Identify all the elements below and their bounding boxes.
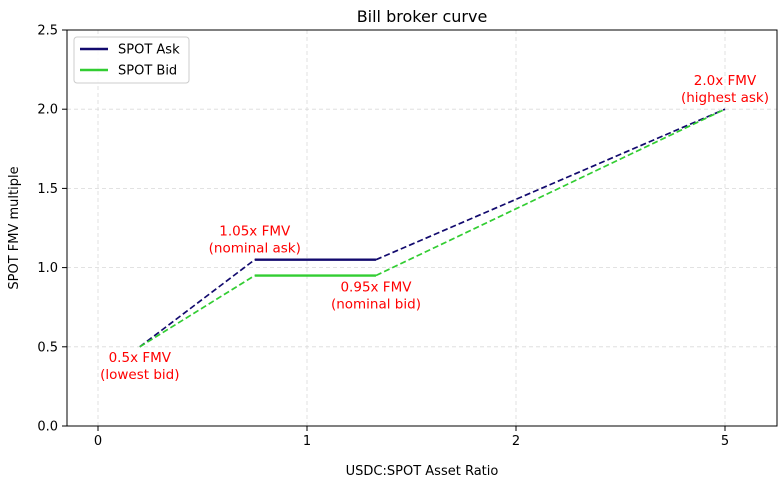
y-tick-label: 1.5 bbox=[37, 182, 58, 197]
x-tick-label: 0 bbox=[94, 434, 102, 449]
legend: SPOT Ask SPOT Bid bbox=[73, 36, 190, 84]
plot-frame bbox=[66, 29, 778, 427]
annotation-3-line-1: (highest ask) bbox=[681, 90, 769, 106]
y-tick-label: 0.5 bbox=[37, 340, 58, 355]
y-tick-label: 2.5 bbox=[37, 24, 58, 39]
y-tick-label: 2.0 bbox=[37, 103, 58, 118]
series-spot-bid-segment bbox=[139, 274, 256, 348]
y-tick-label: 1.0 bbox=[37, 261, 58, 276]
y-tick-label: 0.0 bbox=[37, 420, 58, 435]
x-tick-label: 1 bbox=[303, 434, 311, 449]
legend-label-spot-bid: SPOT Bid bbox=[118, 64, 177, 79]
annotations: 0.5x FMV(lowest bid) 1.05x FMV(nominal as… bbox=[100, 73, 769, 383]
x-tick-label: 2 bbox=[512, 434, 520, 449]
y-axis-label: SPOT FMV multiple bbox=[7, 166, 22, 289]
annotation-1-line-1: (nominal ask) bbox=[209, 241, 301, 257]
chart-title: Bill broker curve bbox=[357, 7, 488, 26]
series-spot-ask-segment bbox=[375, 108, 726, 261]
ticks: 0 1 2 5 0.0 0.5 1.0 1.5 2.0 2.5 bbox=[37, 24, 729, 450]
annotation-1-line-0: 1.05x FMV bbox=[219, 224, 291, 240]
series-layer bbox=[139, 108, 726, 348]
annotation-2-line-1: (nominal bid) bbox=[331, 297, 421, 313]
x-tick-label: 5 bbox=[721, 434, 729, 449]
legend-label-spot-ask: SPOT Ask bbox=[118, 43, 180, 58]
x-axis-label: USDC:SPOT Asset Ratio bbox=[346, 464, 499, 479]
annotation-3-line-0: 2.0x FMV bbox=[694, 73, 757, 89]
series-spot-bid-segment bbox=[375, 108, 726, 277]
annotation-0-line-1: (lowest bid) bbox=[100, 367, 179, 383]
annotation-0-line-0: 0.5x FMV bbox=[109, 350, 172, 366]
series-spot-ask-segment bbox=[139, 259, 256, 348]
annotation-2-line-0: 0.95x FMV bbox=[340, 280, 412, 296]
